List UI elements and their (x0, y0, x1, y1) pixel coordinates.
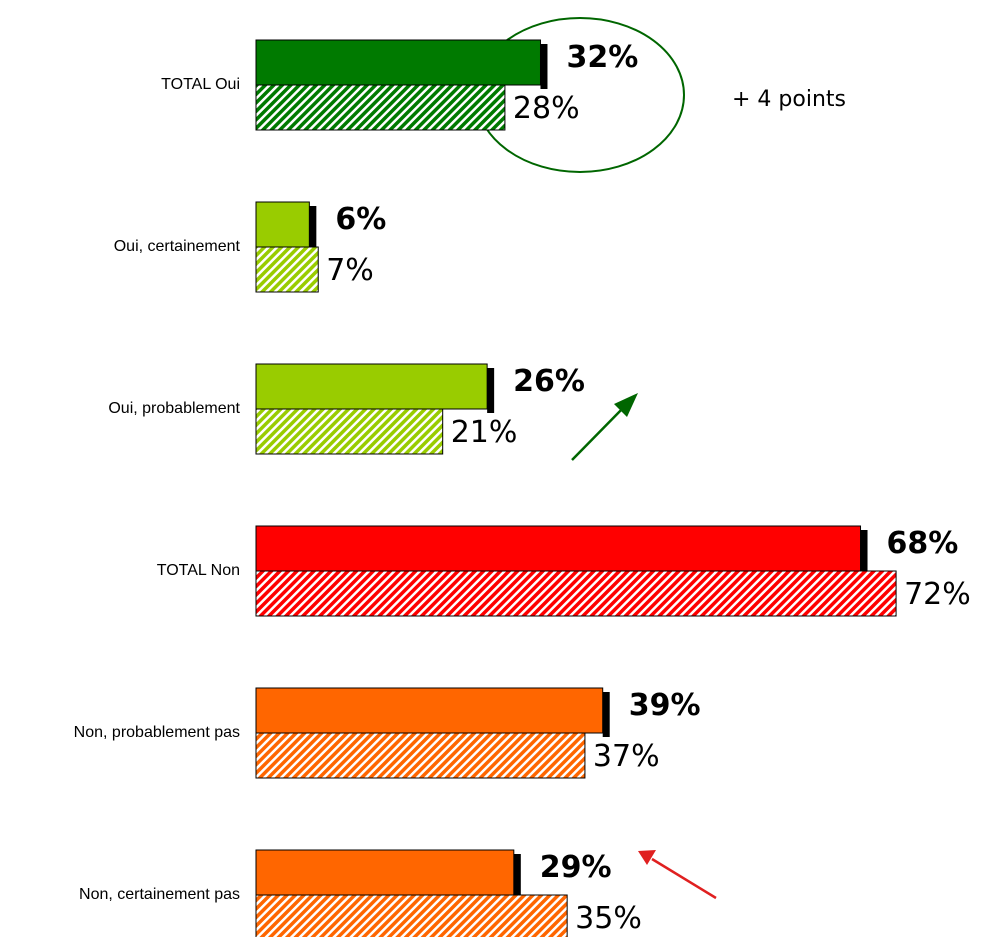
value-label: 39% (629, 688, 701, 723)
red-arrow (638, 850, 717, 900)
value-label: 26% (513, 364, 585, 399)
bar (255, 570, 897, 617)
annotation: + 4 points (732, 87, 846, 112)
value-label: 21% (451, 415, 518, 450)
bar-shadow (309, 206, 317, 251)
category-label: Oui, certainement (114, 238, 241, 255)
value-label: 37% (593, 739, 660, 774)
value-label: 35% (575, 901, 642, 936)
bar-shadow (513, 854, 521, 899)
bar-shadow (602, 692, 610, 737)
bar (255, 39, 541, 86)
category-label: Non, probablement pas (74, 724, 240, 741)
bar (255, 849, 515, 896)
value-label: 29% (540, 850, 612, 885)
category-label: TOTAL Non (157, 562, 240, 579)
category-label: TOTAL Oui (161, 76, 240, 93)
bar-shadow (487, 368, 495, 413)
value-label: 72% (904, 577, 971, 612)
bar (255, 246, 319, 293)
bar (255, 525, 862, 572)
category-label: Oui, probablement (108, 400, 240, 417)
bar-shadow (540, 44, 548, 89)
bar (255, 894, 568, 937)
value-label: 68% (887, 526, 959, 561)
value-label: 6% (335, 202, 386, 237)
value-label: 7% (326, 253, 374, 288)
value-label: 32% (566, 40, 638, 75)
bar (255, 687, 604, 734)
bar (255, 363, 488, 410)
bar (255, 408, 444, 455)
value-label: 28% (513, 91, 580, 126)
category-label: Non, certainement pas (79, 886, 240, 903)
bar (255, 84, 506, 131)
bar (255, 732, 586, 779)
bar (255, 201, 310, 248)
bar-shadow (860, 530, 868, 575)
green-arrow (571, 393, 638, 461)
